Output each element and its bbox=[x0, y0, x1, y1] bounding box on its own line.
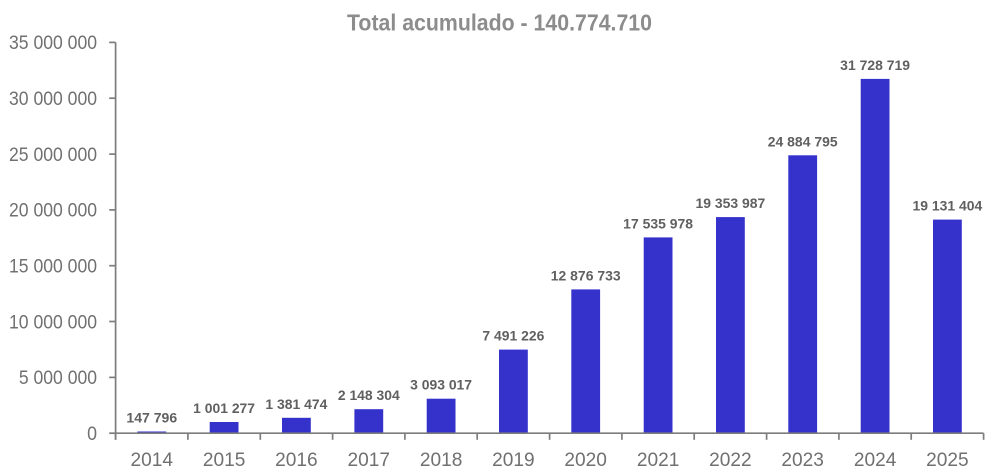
svg-text:30 000 000: 30 000 000 bbox=[9, 89, 97, 110]
svg-text:2018: 2018 bbox=[420, 450, 463, 471]
svg-text:2021: 2021 bbox=[637, 450, 680, 471]
svg-text:2 148 304: 2 148 304 bbox=[338, 388, 400, 403]
svg-text:17 535 978: 17 535 978 bbox=[623, 216, 693, 231]
svg-text:2024: 2024 bbox=[854, 450, 897, 471]
svg-text:19 131 404: 19 131 404 bbox=[913, 199, 983, 214]
svg-text:2025: 2025 bbox=[926, 450, 969, 471]
svg-text:2022: 2022 bbox=[709, 450, 752, 471]
svg-text:35 000 000: 35 000 000 bbox=[9, 33, 97, 54]
svg-text:7 491 226: 7 491 226 bbox=[482, 329, 544, 344]
svg-text:Total acumulado - 140.774.710: Total acumulado - 140.774.710 bbox=[347, 10, 652, 36]
svg-text:19 353 987: 19 353 987 bbox=[696, 196, 766, 211]
svg-text:2023: 2023 bbox=[781, 450, 824, 471]
svg-text:2019: 2019 bbox=[492, 450, 535, 471]
svg-text:15 000 000: 15 000 000 bbox=[9, 257, 97, 278]
svg-text:1 001 277: 1 001 277 bbox=[193, 401, 255, 416]
svg-text:24 884 795: 24 884 795 bbox=[768, 134, 838, 149]
svg-text:10 000 000: 10 000 000 bbox=[9, 312, 97, 333]
svg-text:147 796: 147 796 bbox=[126, 411, 177, 426]
svg-text:12 876 733: 12 876 733 bbox=[551, 268, 621, 283]
svg-text:2015: 2015 bbox=[203, 450, 246, 471]
svg-text:31 728 719: 31 728 719 bbox=[840, 58, 910, 73]
svg-text:3 093 017: 3 093 017 bbox=[410, 378, 472, 393]
svg-text:2020: 2020 bbox=[564, 450, 607, 471]
svg-text:2014: 2014 bbox=[131, 450, 174, 471]
svg-text:0: 0 bbox=[87, 424, 97, 445]
svg-text:2017: 2017 bbox=[348, 450, 391, 471]
svg-text:25 000 000: 25 000 000 bbox=[9, 145, 97, 166]
svg-text:1 381 474: 1 381 474 bbox=[265, 397, 327, 412]
svg-text:2016: 2016 bbox=[275, 450, 318, 471]
svg-text:5 000 000: 5 000 000 bbox=[19, 368, 97, 389]
svg-text:20 000 000: 20 000 000 bbox=[9, 201, 97, 222]
